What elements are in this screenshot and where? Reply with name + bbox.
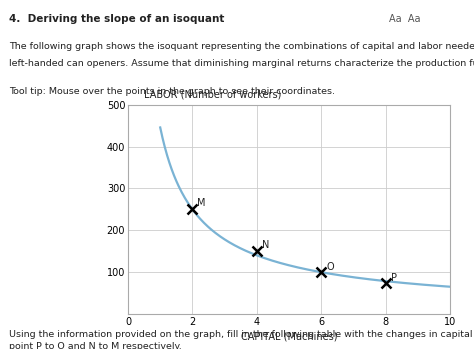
Text: Aa  Aa: Aa Aa: [389, 14, 420, 24]
Text: Using the information provided on the graph, fill in the following table with th: Using the information provided on the gr…: [9, 330, 474, 339]
X-axis label: CAPITAL (Machines): CAPITAL (Machines): [241, 331, 337, 341]
Text: 4.  Deriving the slope of an isoquant: 4. Deriving the slope of an isoquant: [9, 14, 225, 24]
Text: M: M: [197, 198, 206, 208]
Text: point P to O and N to M respectively.: point P to O and N to M respectively.: [9, 342, 182, 349]
Text: Tool tip: Mouse over the points in the graph to see their coordinates.: Tool tip: Mouse over the points in the g…: [9, 87, 336, 96]
Text: LABOR (Number of workers): LABOR (Number of workers): [144, 90, 282, 100]
Text: O: O: [326, 262, 334, 272]
Text: P: P: [391, 273, 397, 283]
Text: left-handed can openers. Assume that diminishing marginal returns characterize t: left-handed can openers. Assume that dim…: [9, 59, 474, 68]
Text: The following graph shows the isoquant representing the combinations of capital : The following graph shows the isoquant r…: [9, 42, 474, 51]
Text: N: N: [262, 240, 269, 250]
